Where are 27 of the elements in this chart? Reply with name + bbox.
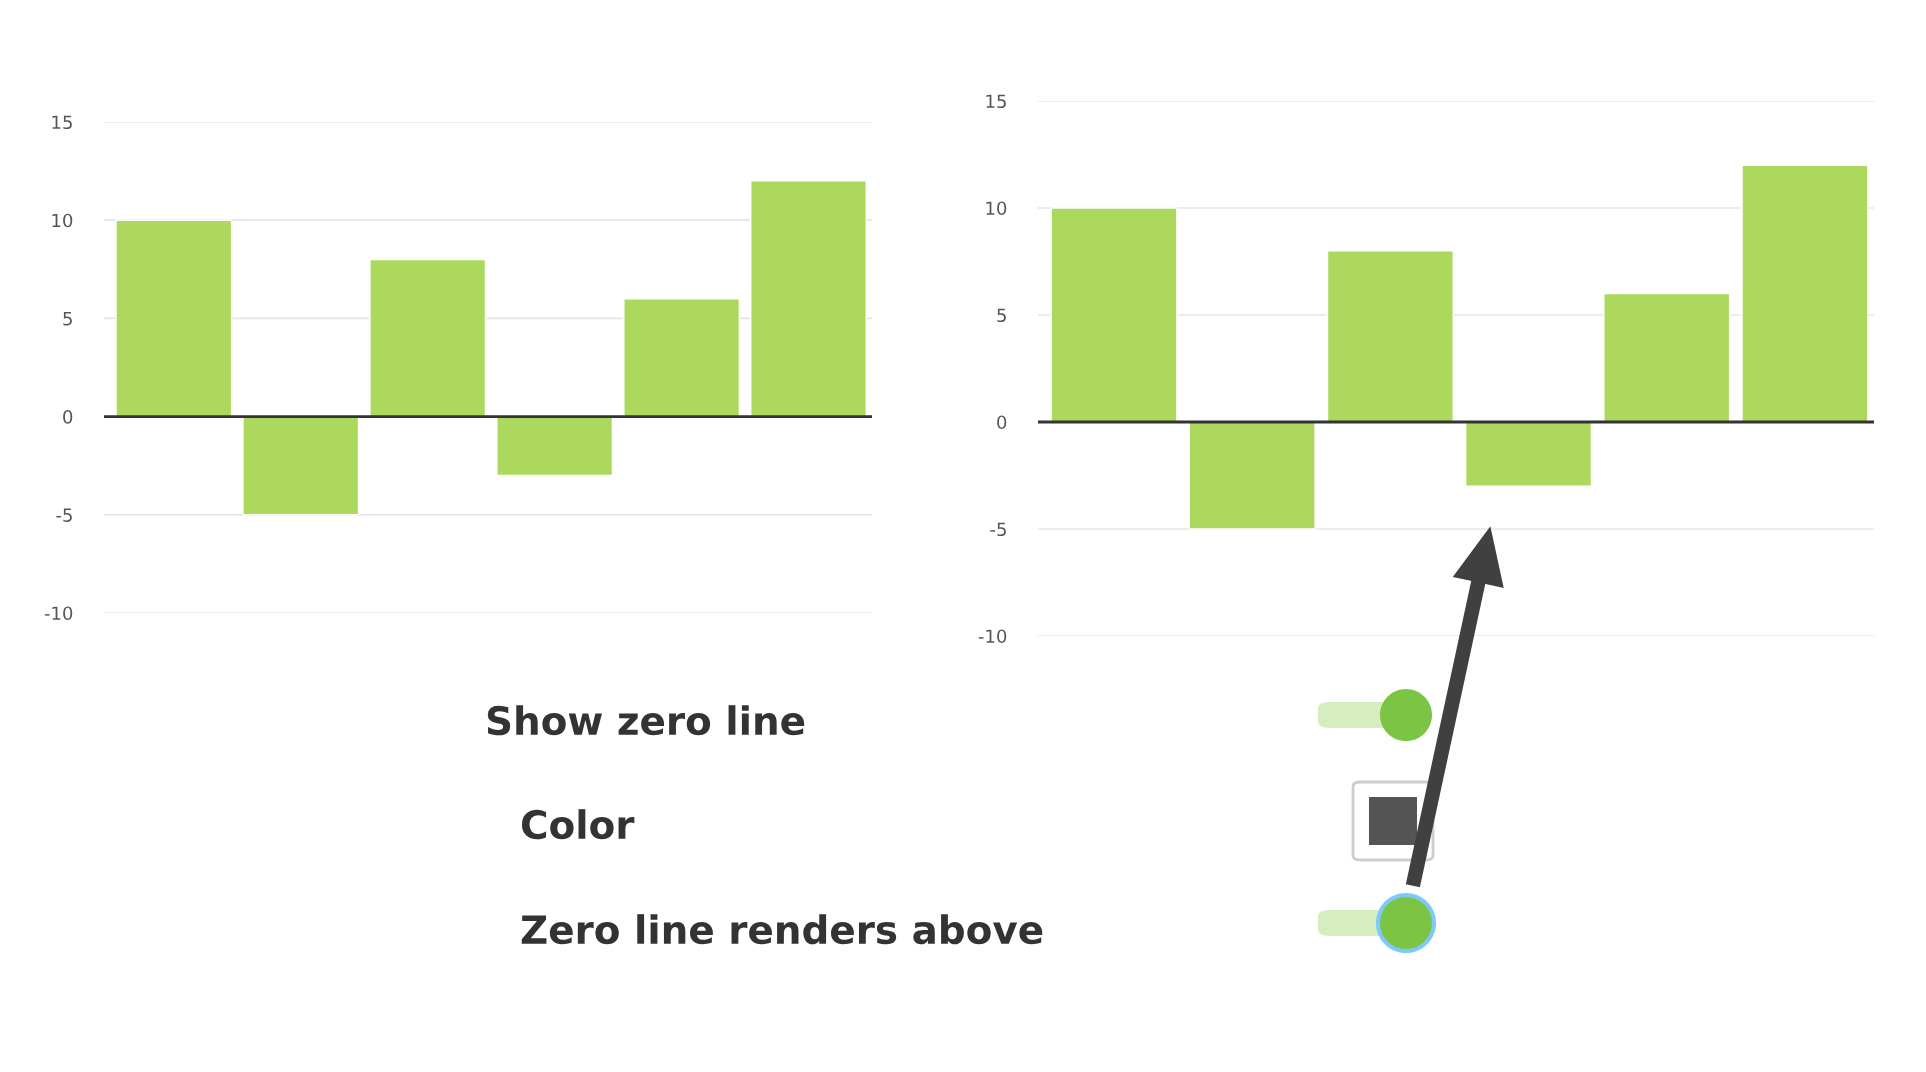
- bar: [369, 258, 487, 418]
- text: Color: [521, 809, 635, 840]
- text: Zero line renders above: [521, 914, 1043, 945]
- bar: [242, 415, 360, 516]
- y-tick-label: 15: [52, 115, 72, 130]
- bar: [1050, 207, 1178, 423]
- bar: [115, 219, 233, 418]
- bar: [1464, 421, 1593, 487]
- y-tick-label: -10: [978, 629, 1007, 644]
- y-tick-label: 5: [63, 312, 72, 326]
- y-tick-label: 0: [997, 415, 1007, 430]
- bar: [750, 180, 867, 418]
- y-tick-label: -5: [56, 508, 72, 522]
- y-tick-label: 0: [63, 410, 73, 424]
- y-tick-label: 15: [986, 94, 1006, 109]
- y-tick-label: -5: [990, 522, 1006, 537]
- y-tick-label: 10: [52, 213, 73, 228]
- bar: [496, 415, 614, 477]
- y-tick-label: 5: [997, 308, 1006, 323]
- y-tick-label: 10: [986, 201, 1007, 216]
- bar: [1188, 421, 1316, 530]
- bar: [1326, 250, 1454, 423]
- bar: [1741, 164, 1869, 423]
- text: Show zero line: [487, 705, 805, 736]
- y-tick-label: -10: [44, 606, 73, 621]
- bar: [1603, 292, 1731, 423]
- bar: [623, 298, 741, 418]
